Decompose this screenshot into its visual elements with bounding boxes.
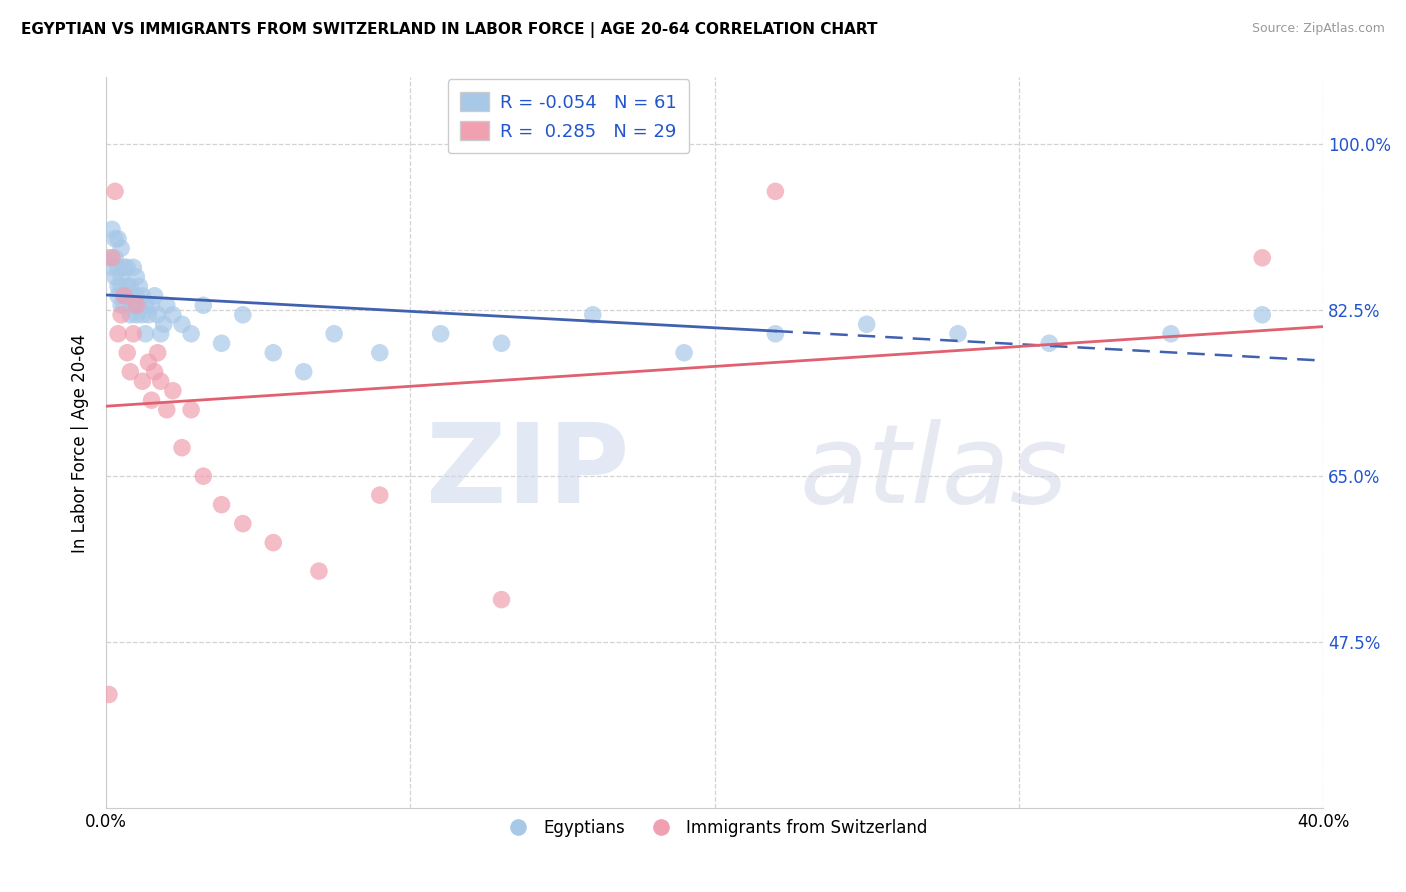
Point bbox=[141, 298, 163, 312]
Point bbox=[110, 298, 132, 312]
Point bbox=[232, 516, 254, 531]
Point bbox=[115, 345, 138, 359]
Point bbox=[97, 688, 120, 702]
Point bbox=[104, 185, 127, 199]
Point bbox=[162, 308, 184, 322]
Point bbox=[115, 289, 138, 303]
Point bbox=[131, 374, 153, 388]
Point bbox=[141, 393, 163, 408]
Point bbox=[146, 345, 169, 359]
Point bbox=[125, 269, 148, 284]
Point bbox=[262, 345, 284, 359]
Point bbox=[180, 402, 202, 417]
Point bbox=[131, 289, 153, 303]
Point bbox=[104, 251, 127, 265]
Point bbox=[97, 251, 120, 265]
Point bbox=[101, 260, 124, 275]
Point bbox=[368, 345, 391, 359]
Point bbox=[582, 308, 605, 322]
Point bbox=[112, 289, 135, 303]
Point bbox=[491, 336, 513, 351]
Point bbox=[156, 402, 179, 417]
Point bbox=[308, 564, 330, 578]
Point bbox=[115, 260, 138, 275]
Point bbox=[120, 289, 142, 303]
Point bbox=[170, 318, 193, 332]
Point bbox=[262, 535, 284, 549]
Text: atlas: atlas bbox=[800, 418, 1069, 525]
Point bbox=[115, 279, 138, 293]
Text: EGYPTIAN VS IMMIGRANTS FROM SWITZERLAND IN LABOR FORCE | AGE 20-64 CORRELATION C: EGYPTIAN VS IMMIGRANTS FROM SWITZERLAND … bbox=[21, 22, 877, 38]
Point bbox=[946, 326, 969, 341]
Point bbox=[162, 384, 184, 398]
Point bbox=[120, 365, 142, 379]
Y-axis label: In Labor Force | Age 20-64: In Labor Force | Age 20-64 bbox=[72, 334, 89, 552]
Point bbox=[138, 308, 160, 322]
Point bbox=[134, 326, 156, 341]
Point bbox=[107, 260, 129, 275]
Point bbox=[107, 232, 129, 246]
Point bbox=[107, 289, 129, 303]
Point bbox=[122, 260, 145, 275]
Point bbox=[107, 326, 129, 341]
Point bbox=[122, 326, 145, 341]
Point bbox=[122, 298, 145, 312]
Point bbox=[763, 326, 786, 341]
Point bbox=[149, 374, 172, 388]
Point bbox=[128, 298, 150, 312]
Point bbox=[211, 498, 233, 512]
Point bbox=[131, 308, 153, 322]
Point bbox=[149, 326, 172, 341]
Point bbox=[120, 308, 142, 322]
Point bbox=[180, 326, 202, 341]
Point bbox=[112, 260, 135, 275]
Point bbox=[134, 298, 156, 312]
Legend: Egyptians, Immigrants from Switzerland: Egyptians, Immigrants from Switzerland bbox=[495, 813, 935, 844]
Point bbox=[110, 241, 132, 255]
Point bbox=[1251, 251, 1274, 265]
Point bbox=[146, 308, 169, 322]
Point bbox=[112, 298, 135, 312]
Point bbox=[107, 279, 129, 293]
Point bbox=[368, 488, 391, 502]
Point bbox=[1160, 326, 1182, 341]
Point bbox=[152, 318, 174, 332]
Point bbox=[763, 185, 786, 199]
Point bbox=[120, 279, 142, 293]
Point bbox=[125, 289, 148, 303]
Point bbox=[292, 365, 315, 379]
Point bbox=[1251, 308, 1274, 322]
Point bbox=[128, 279, 150, 293]
Point bbox=[110, 269, 132, 284]
Point bbox=[104, 269, 127, 284]
Point bbox=[110, 279, 132, 293]
Point bbox=[138, 355, 160, 369]
Point bbox=[143, 289, 166, 303]
Point bbox=[673, 345, 696, 359]
Point bbox=[101, 222, 124, 236]
Point bbox=[193, 298, 215, 312]
Point bbox=[170, 441, 193, 455]
Point bbox=[104, 232, 127, 246]
Point bbox=[125, 298, 148, 312]
Point bbox=[211, 336, 233, 351]
Point bbox=[112, 289, 135, 303]
Point bbox=[429, 326, 451, 341]
Point bbox=[143, 365, 166, 379]
Point bbox=[125, 308, 148, 322]
Point bbox=[110, 308, 132, 322]
Point bbox=[232, 308, 254, 322]
Point bbox=[491, 592, 513, 607]
Point bbox=[156, 298, 179, 312]
Point bbox=[1038, 336, 1060, 351]
Point bbox=[323, 326, 346, 341]
Text: ZIP: ZIP bbox=[426, 418, 630, 525]
Point bbox=[855, 318, 877, 332]
Text: Source: ZipAtlas.com: Source: ZipAtlas.com bbox=[1251, 22, 1385, 36]
Point bbox=[193, 469, 215, 483]
Point bbox=[101, 251, 124, 265]
